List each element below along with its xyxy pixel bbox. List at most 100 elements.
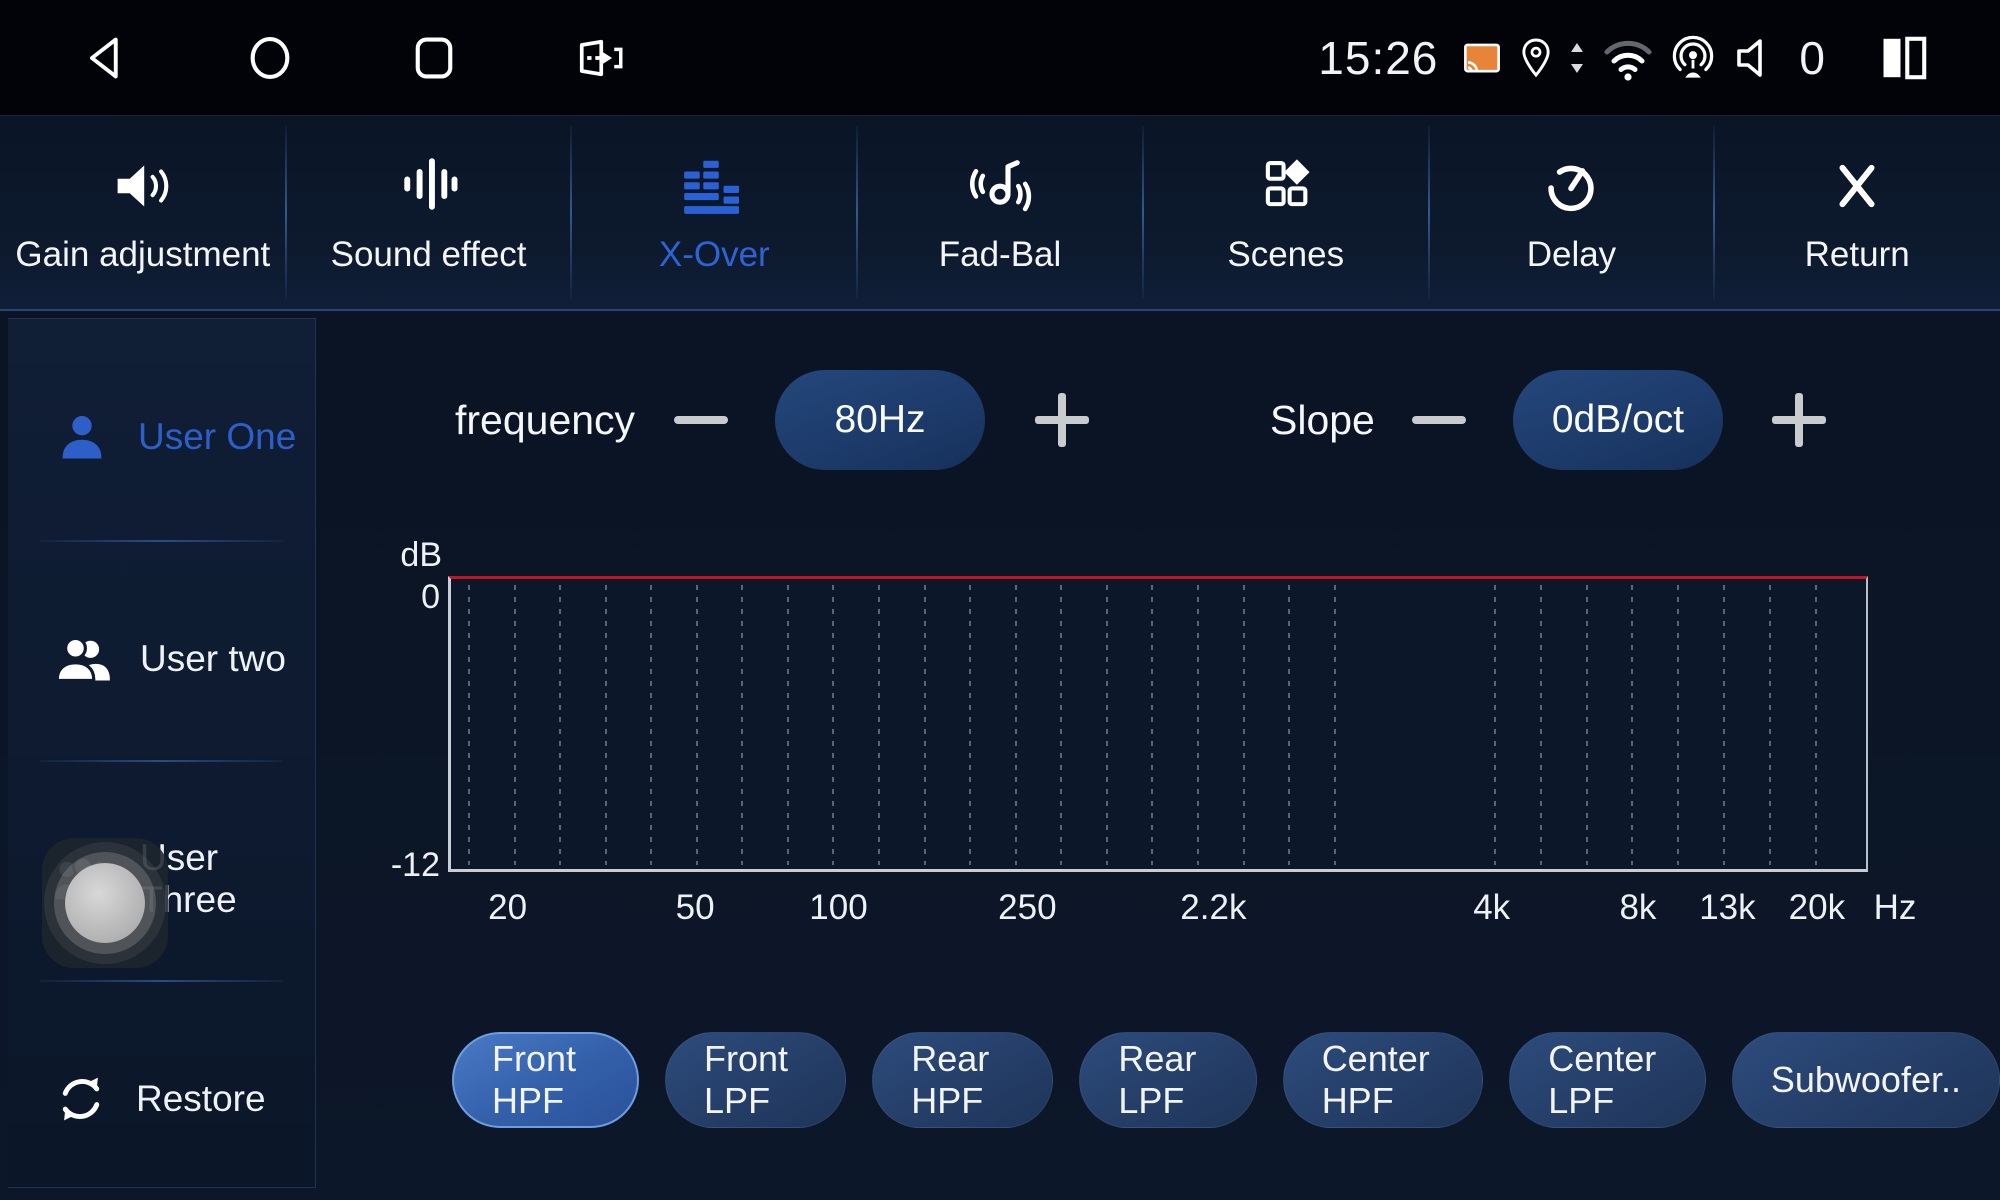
chart-xtick-label: 250 xyxy=(998,888,1057,927)
button-front-lpf[interactable]: Front LPF xyxy=(665,1032,847,1128)
chart-gridline xyxy=(1585,585,1588,865)
sidebar-divider xyxy=(40,980,283,982)
chart-plot xyxy=(448,576,1868,872)
chart-gridline xyxy=(786,585,789,865)
chart-gridline xyxy=(1242,585,1245,865)
wifi-icon xyxy=(1600,35,1656,81)
android-nav-buttons xyxy=(78,0,626,115)
sidebar-item-user-one[interactable]: User One xyxy=(8,337,315,537)
chart-xtick-label: 20 xyxy=(488,888,528,927)
chart-gridline xyxy=(513,585,516,865)
home-circle-icon xyxy=(250,36,290,79)
user-preset-sidebar: User One User two xyxy=(8,318,316,1188)
button-rear-hpf[interactable]: Rear HPF xyxy=(872,1032,1054,1128)
frequency-minus-button[interactable] xyxy=(672,370,730,470)
audio-settings-tabbar: Gain adjustment Sound effect xyxy=(0,115,2000,311)
tab-label: X-Over xyxy=(658,234,770,274)
tab-label: Scenes xyxy=(1227,234,1345,274)
chart-xtick-label: 13k xyxy=(1699,888,1756,927)
speaker-channel-buttons: Front HPF Front LPF Rear HPF Rear LPF Ce… xyxy=(452,1032,2000,1128)
chart-xtick-label: 8k xyxy=(1619,888,1657,927)
location-icon xyxy=(1518,36,1554,80)
button-center-lpf[interactable]: Center LPF xyxy=(1509,1032,1706,1128)
chart-gridline xyxy=(1060,585,1063,865)
chart-ytick-minus12: -12 xyxy=(390,846,440,884)
button-rear-lpf[interactable]: Rear LPF xyxy=(1079,1032,1257,1128)
recents-button[interactable] xyxy=(406,30,462,86)
tab-gain-adjustment[interactable]: Gain adjustment xyxy=(0,116,286,309)
back-triangle-icon xyxy=(89,37,118,78)
chart-gridline xyxy=(650,585,653,865)
minus-icon xyxy=(1412,416,1466,424)
floating-assist-ball[interactable] xyxy=(42,838,168,968)
sidebar-item-label: User One xyxy=(138,416,297,457)
sidebar-item-user-two[interactable]: User two xyxy=(8,559,315,759)
speaker-icon xyxy=(110,151,176,215)
grid-diamond-icon xyxy=(1257,151,1315,215)
chart-gridline xyxy=(1288,585,1291,865)
split-screen-icon[interactable] xyxy=(1876,32,1934,84)
waveform-bars-icon xyxy=(400,151,458,215)
tab-delay[interactable]: Delay xyxy=(1427,116,1715,309)
timer-icon xyxy=(1542,151,1600,215)
back-button[interactable] xyxy=(78,30,134,86)
plus-icon xyxy=(1772,393,1826,447)
chart-gridline xyxy=(1814,585,1817,865)
frequency-value: 80Hz xyxy=(775,370,985,470)
slope-label: Slope xyxy=(1270,396,1375,443)
chart-gridline xyxy=(1333,585,1336,865)
sidebar-item-restore[interactable]: Restore xyxy=(8,999,315,1199)
close-x-icon xyxy=(1828,151,1886,215)
button-subwoofer[interactable]: Subwoofer.. xyxy=(1731,1032,2000,1128)
exit-app-icon xyxy=(579,39,623,76)
chart-gridline xyxy=(1105,585,1108,865)
button-center-hpf[interactable]: Center HPF xyxy=(1282,1032,1484,1128)
tab-x-over[interactable]: X-Over xyxy=(570,116,857,309)
chart-gridline xyxy=(878,585,881,865)
sidebar-divider xyxy=(40,760,283,762)
tab-return[interactable]: Return xyxy=(1713,116,2000,309)
button-front-hpf[interactable]: Front HPF xyxy=(452,1032,640,1128)
chart-xtick-label: 20k xyxy=(1788,888,1846,927)
chart-ytick-0: 0 xyxy=(421,578,440,616)
cast-icon xyxy=(1461,38,1503,78)
chart-gridline xyxy=(741,585,744,865)
tab-label: Return xyxy=(1804,234,1910,274)
home-button[interactable] xyxy=(242,30,298,86)
chart-xtick-label: 50 xyxy=(675,888,715,927)
frequency-label: frequency xyxy=(455,396,636,443)
plus-icon xyxy=(1035,393,1089,447)
chart-xtick-label: 2.2k xyxy=(1180,888,1247,927)
tab-sound-effect[interactable]: Sound effect xyxy=(284,116,572,309)
tab-fad-bal[interactable]: Fad-Bal xyxy=(856,116,1143,309)
tab-scenes[interactable]: Scenes xyxy=(1141,116,1429,309)
chart-gridline xyxy=(1151,585,1154,865)
chart-gridline xyxy=(604,585,607,865)
user-single-icon xyxy=(54,411,110,463)
restore-refresh-icon xyxy=(54,1072,108,1126)
chart-gridline xyxy=(695,585,698,865)
music-note-waves-icon xyxy=(968,151,1032,215)
chart-gridline xyxy=(1631,585,1634,865)
data-updown-icon xyxy=(1569,41,1585,75)
tab-label: Gain adjustment xyxy=(15,234,271,274)
crossover-eq-icon xyxy=(683,151,745,215)
sidebar-item-label: Restore xyxy=(136,1078,266,1119)
chart-gridline xyxy=(969,585,972,865)
minus-icon xyxy=(674,416,728,424)
slope-plus-button[interactable] xyxy=(1770,370,1828,470)
chart-gridline xyxy=(1539,585,1542,865)
user-pair-icon xyxy=(54,633,112,685)
chart-gridline xyxy=(923,585,926,865)
clock: 15:26 xyxy=(1318,31,1439,84)
chart-gridline xyxy=(1014,585,1017,865)
chart-gridline xyxy=(832,585,835,865)
slope-minus-button[interactable] xyxy=(1410,370,1468,470)
exit-app-button[interactable] xyxy=(570,30,626,86)
sidebar-divider xyxy=(40,540,283,542)
chart-gridline xyxy=(1768,585,1771,865)
chart-gridline xyxy=(1677,585,1680,865)
frequency-plus-button[interactable] xyxy=(1033,370,1091,470)
slope-value: 0dB/oct xyxy=(1513,370,1723,470)
